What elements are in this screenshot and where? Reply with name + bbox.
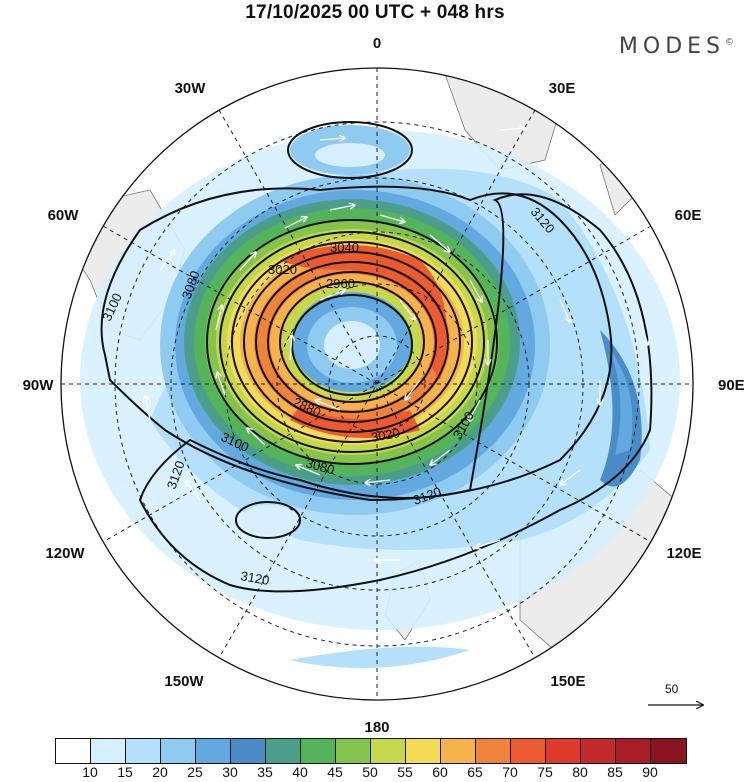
contour-label: 3120 bbox=[239, 568, 270, 588]
reference-vector-label: 50 bbox=[665, 682, 679, 696]
colorbar-tick-label: 75 bbox=[537, 764, 553, 780]
colorbar-swatch bbox=[161, 739, 196, 763]
colorbar-swatch bbox=[56, 739, 91, 763]
colorbar-swatch bbox=[301, 739, 336, 763]
colorbar-tick-label: 30 bbox=[222, 764, 238, 780]
lon-label-150w: 150W bbox=[164, 673, 204, 690]
colorbar-tick-label: 45 bbox=[327, 764, 343, 780]
colorbar-tick-label: 50 bbox=[362, 764, 378, 780]
colorbar-tick-label: 65 bbox=[467, 764, 483, 780]
colorbar-swatch bbox=[231, 739, 266, 763]
colorbar-tick-label: 25 bbox=[187, 764, 203, 780]
colorbar-tick-label: 20 bbox=[152, 764, 168, 780]
lon-label-0: 0 bbox=[373, 35, 381, 52]
height-contours bbox=[100, 121, 653, 593]
colorbar-ticks: 10 15 20 25 30 35 40 45 50 55 60 65 70 75 80 85 90 bbox=[55, 764, 705, 782]
colorbar-tick-label: 10 bbox=[82, 764, 98, 780]
colorbar-tick-label: 40 bbox=[292, 764, 308, 780]
colorbar-swatch bbox=[196, 739, 231, 763]
lon-label-90e: 90E bbox=[718, 377, 745, 394]
copyright-mark: © bbox=[725, 37, 734, 48]
contour-label: 3040 bbox=[330, 240, 359, 255]
contour-label: 3020 bbox=[370, 425, 401, 445]
brand-text: MODES bbox=[618, 34, 725, 59]
lon-label-30e: 30E bbox=[549, 80, 576, 97]
modes-brand-logo: MODES© bbox=[619, 34, 734, 59]
colorbar-swatch bbox=[476, 739, 511, 763]
colorbar-swatch bbox=[616, 739, 651, 763]
graticule bbox=[61, 68, 693, 700]
colorbar-tick-label: 70 bbox=[502, 764, 518, 780]
colorbar-swatch bbox=[91, 739, 126, 763]
colorbar-swatch bbox=[511, 739, 546, 763]
colorbar-swatch bbox=[581, 739, 616, 763]
lon-label-120e: 120E bbox=[666, 545, 701, 562]
map-boundary bbox=[60, 67, 694, 701]
lon-label-60e: 60E bbox=[675, 207, 702, 224]
colorbar-tick-label: 15 bbox=[117, 764, 133, 780]
colorbar-swatch bbox=[546, 739, 581, 763]
colorbar-swatch bbox=[336, 739, 371, 763]
colorbar-tick-label: 80 bbox=[572, 764, 588, 780]
colorbar-tick-label: 60 bbox=[432, 764, 448, 780]
polar-map: 2960 3020 3040 3080 3100 3120 3120 3120 … bbox=[23, 35, 745, 736]
colorbar-tick-label: 55 bbox=[397, 764, 413, 780]
colorbar-swatch bbox=[371, 739, 406, 763]
longitude-labels: 0 30E 60E 90E 120E 150E 180 150W 120W 90… bbox=[23, 35, 745, 736]
colorbar-swatch bbox=[126, 739, 161, 763]
chart-title: 17/10/2025 00 UTC + 048 hrs bbox=[245, 2, 505, 23]
lon-label-90w: 90W bbox=[23, 377, 55, 394]
lon-label-30w: 30W bbox=[175, 80, 207, 97]
colorbar-swatch bbox=[266, 739, 301, 763]
wind-vectors bbox=[145, 118, 648, 560]
contour-label: 3020 bbox=[268, 262, 297, 277]
colorbar-swatch bbox=[651, 739, 686, 763]
lon-label-120w: 120W bbox=[45, 545, 85, 562]
contour-label: 2960 bbox=[326, 276, 355, 291]
colorbar-tick-label: 90 bbox=[642, 764, 658, 780]
lon-label-150e: 150E bbox=[550, 673, 585, 690]
contour-label: 3080 bbox=[304, 455, 336, 477]
colorbar-swatch bbox=[406, 739, 441, 763]
colorbar-swatch bbox=[441, 739, 476, 763]
colorbar-tick-label: 85 bbox=[607, 764, 623, 780]
colorbar-tick-label: 35 bbox=[257, 764, 273, 780]
lon-label-180: 180 bbox=[364, 719, 389, 736]
colorbar bbox=[55, 738, 687, 764]
lon-label-60w: 60W bbox=[48, 207, 80, 224]
